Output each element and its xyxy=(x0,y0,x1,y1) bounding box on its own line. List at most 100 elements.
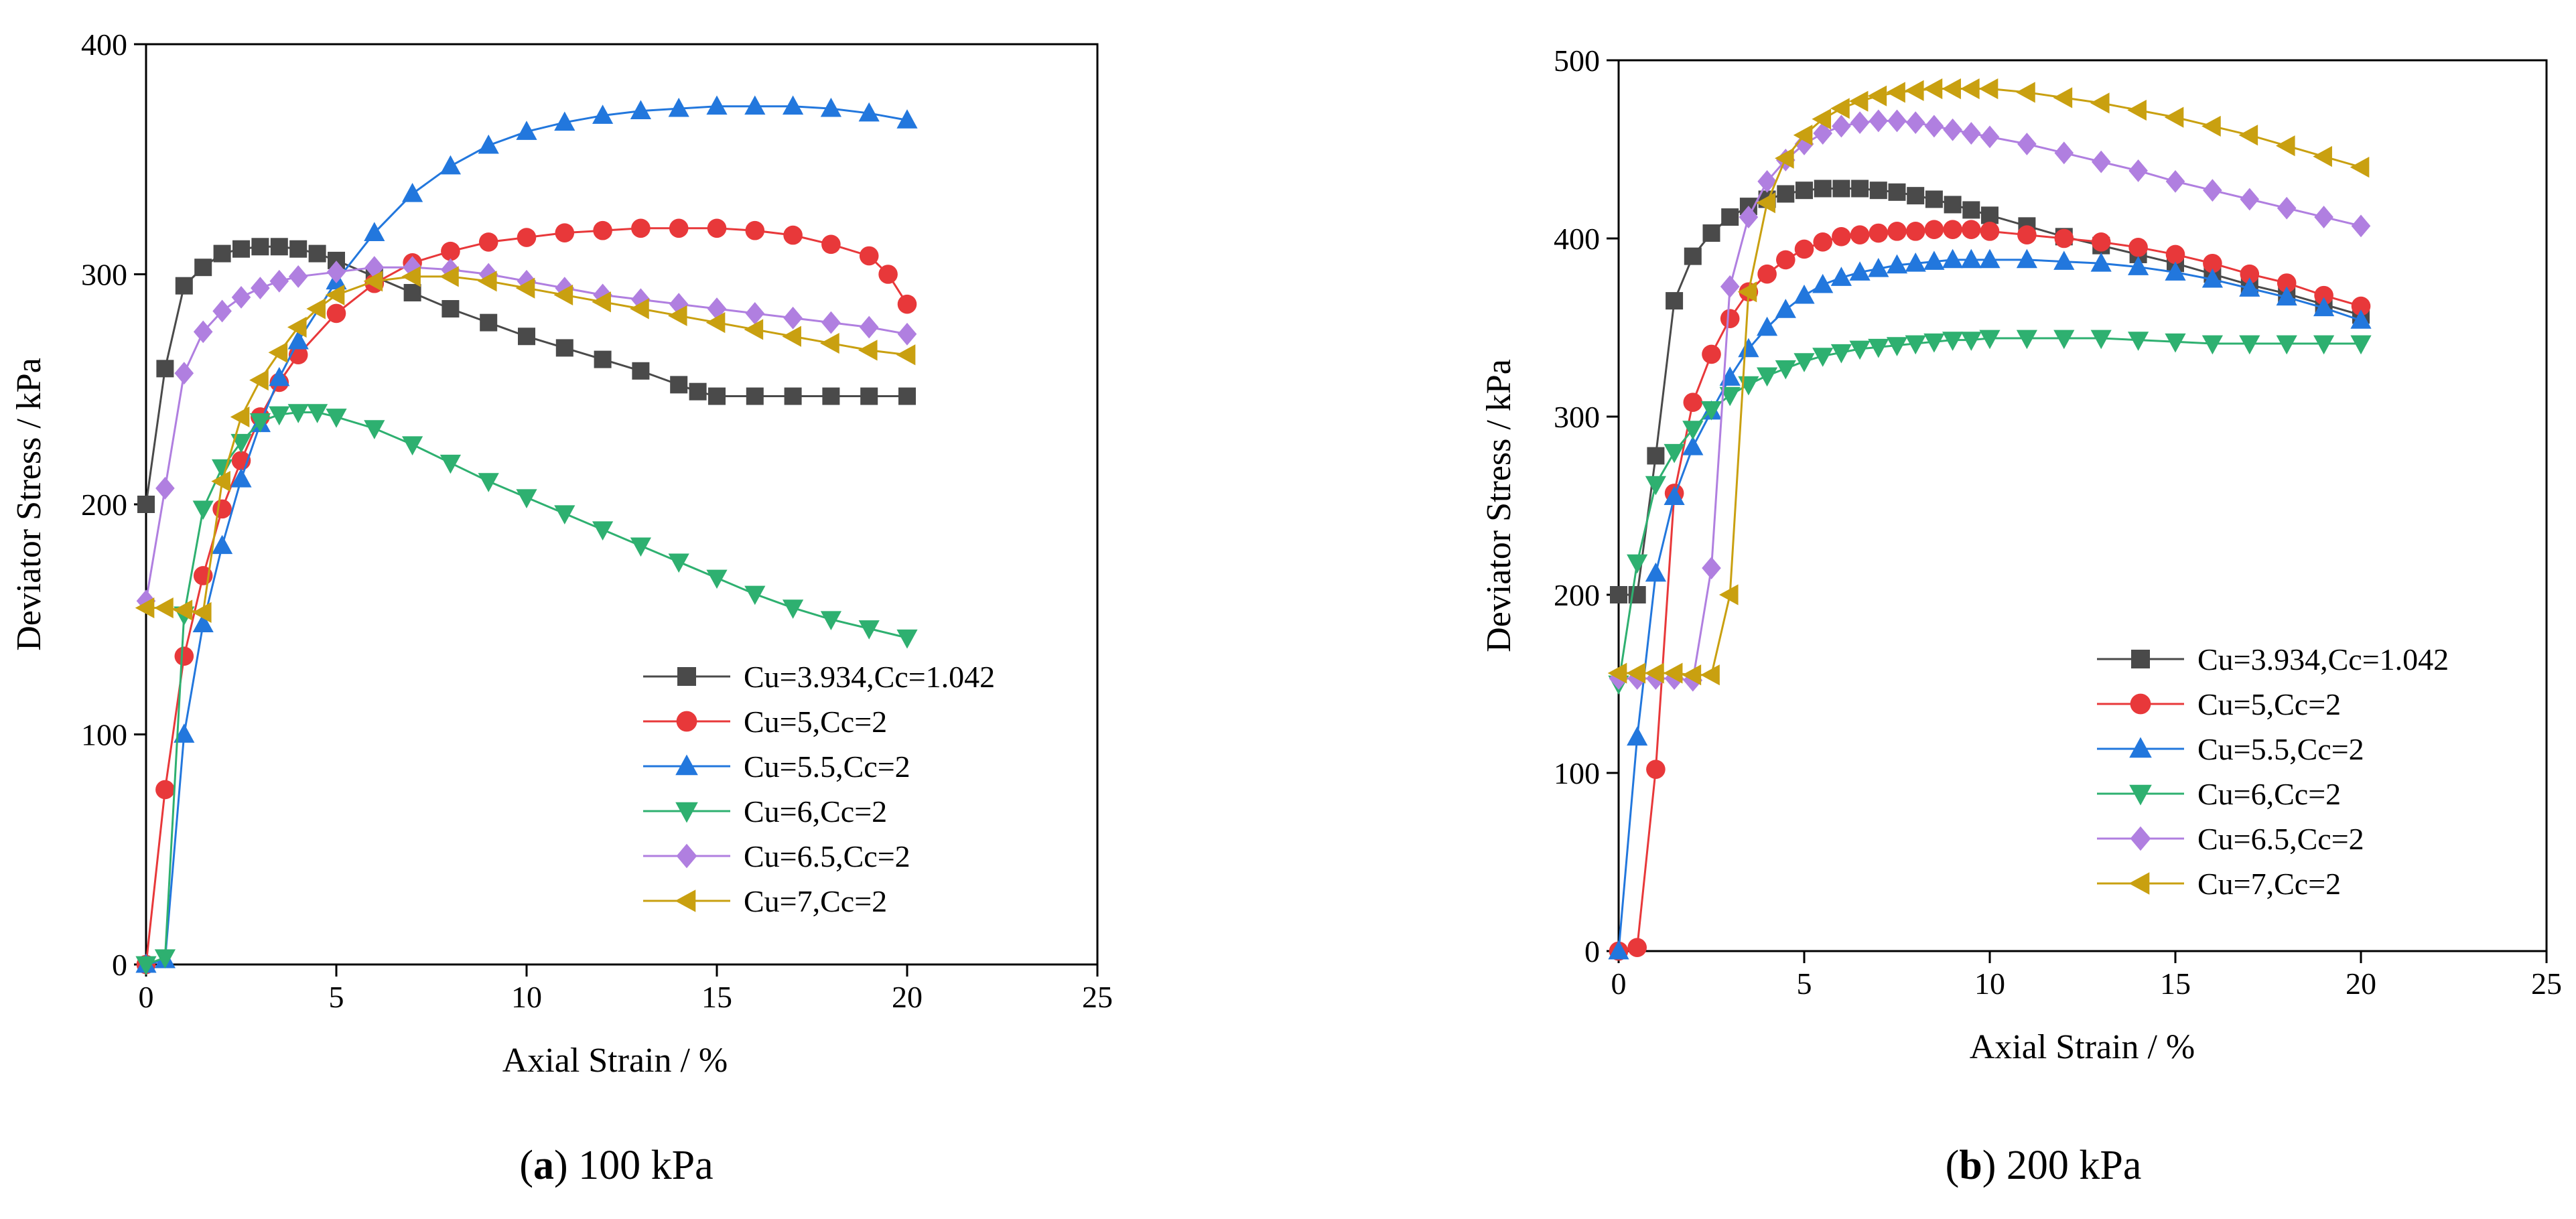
legend-item: Cu=3.934,Cc=1.042 xyxy=(2097,642,2449,676)
x-tick-label: 15 xyxy=(2160,966,2191,1001)
data-point xyxy=(439,266,459,287)
legend-label: Cu=3.934,Cc=1.042 xyxy=(744,660,995,694)
data-point xyxy=(668,97,689,117)
legend-marker xyxy=(2128,872,2150,895)
data-point xyxy=(1793,284,1815,304)
data-point xyxy=(1869,109,1889,133)
data-point xyxy=(1812,348,1834,367)
data-point xyxy=(592,104,614,124)
x-tick-label: 0 xyxy=(139,980,154,1014)
data-point xyxy=(553,284,573,306)
data-point xyxy=(1942,78,1961,100)
data-point xyxy=(364,222,385,242)
data-point xyxy=(269,269,289,293)
data-point xyxy=(1777,185,1795,203)
data-point xyxy=(135,956,157,976)
data-point xyxy=(2238,125,2258,146)
y-tick-label: 0 xyxy=(112,948,127,982)
legend-marker xyxy=(2129,737,2152,758)
caption-b-text: 200 kPa xyxy=(1996,1143,2141,1188)
x-tick-label: 0 xyxy=(1611,966,1627,1001)
data-point xyxy=(821,234,841,255)
series-6 xyxy=(135,266,916,624)
data-point xyxy=(268,342,288,363)
data-point xyxy=(1850,225,1870,244)
data-point xyxy=(2091,150,2111,173)
data-point xyxy=(1719,386,1741,407)
data-point xyxy=(2350,335,2372,355)
data-point xyxy=(745,301,765,325)
data-point xyxy=(2351,296,2371,316)
data-point xyxy=(251,277,270,300)
data-point xyxy=(708,387,726,405)
data-point xyxy=(477,271,497,292)
data-point xyxy=(2164,106,2184,128)
legend-item: Cu=5,Cc=2 xyxy=(2097,687,2341,721)
data-point xyxy=(1794,239,1814,259)
data-point xyxy=(1666,292,1684,310)
data-point xyxy=(896,629,918,649)
data-point xyxy=(326,261,346,283)
y-tick-label: 0 xyxy=(1584,934,1600,969)
data-point xyxy=(1775,147,1794,169)
data-point xyxy=(1646,760,1666,779)
series-1 xyxy=(137,238,916,513)
data-point xyxy=(1702,344,1721,364)
data-point xyxy=(1832,227,1851,246)
data-point xyxy=(593,220,612,240)
data-point xyxy=(1737,281,1757,303)
x-tick-label: 5 xyxy=(329,980,344,1014)
y-axis-title: Deviator Stress / kPa xyxy=(10,358,48,651)
data-point xyxy=(2016,330,2037,350)
x-tick-label: 10 xyxy=(511,980,542,1014)
data-point xyxy=(308,244,326,263)
data-point xyxy=(1905,252,1926,272)
data-point xyxy=(2277,196,2297,220)
data-point xyxy=(212,534,233,555)
data-point xyxy=(2053,330,2075,350)
data-point xyxy=(1832,115,1851,138)
data-point xyxy=(1683,392,1703,413)
data-point xyxy=(230,468,252,488)
y-tick-label: 400 xyxy=(81,27,127,62)
data-point xyxy=(1647,447,1665,465)
data-point xyxy=(2350,309,2372,329)
data-point xyxy=(211,471,230,492)
y-tick-label: 100 xyxy=(81,718,127,752)
data-point xyxy=(555,223,575,242)
data-point xyxy=(897,322,917,346)
data-point xyxy=(1904,80,1924,101)
data-point xyxy=(898,387,916,405)
data-point xyxy=(1627,726,1648,746)
data-point xyxy=(515,277,535,299)
data-point xyxy=(251,238,269,256)
data-point xyxy=(518,328,535,346)
legend-label: Cu=5.5,Cc=2 xyxy=(2197,732,2364,766)
data-point xyxy=(2128,238,2148,257)
data-point xyxy=(478,232,498,252)
data-point xyxy=(363,271,383,292)
data-point xyxy=(288,265,308,288)
data-point xyxy=(154,949,176,969)
x-tick-label: 20 xyxy=(892,980,923,1014)
data-point xyxy=(820,332,839,354)
data-point xyxy=(2201,335,2223,355)
data-point xyxy=(2277,273,2297,293)
data-point xyxy=(2054,141,2074,165)
data-point xyxy=(1720,275,1740,298)
data-point xyxy=(402,436,423,455)
x-tick-label: 20 xyxy=(2346,966,2376,1001)
data-point xyxy=(516,489,537,508)
data-point xyxy=(2054,228,2074,248)
data-point xyxy=(154,597,174,619)
data-point xyxy=(2275,135,2295,157)
data-point xyxy=(326,409,347,428)
data-point xyxy=(2128,159,2148,182)
data-point xyxy=(135,597,155,619)
legend-item: Cu=6,Cc=2 xyxy=(643,794,887,829)
data-point xyxy=(1943,118,1962,141)
data-point xyxy=(174,362,194,385)
y-tick-label: 400 xyxy=(1554,222,1600,256)
data-point xyxy=(1682,435,1704,455)
data-point xyxy=(2090,92,2110,114)
